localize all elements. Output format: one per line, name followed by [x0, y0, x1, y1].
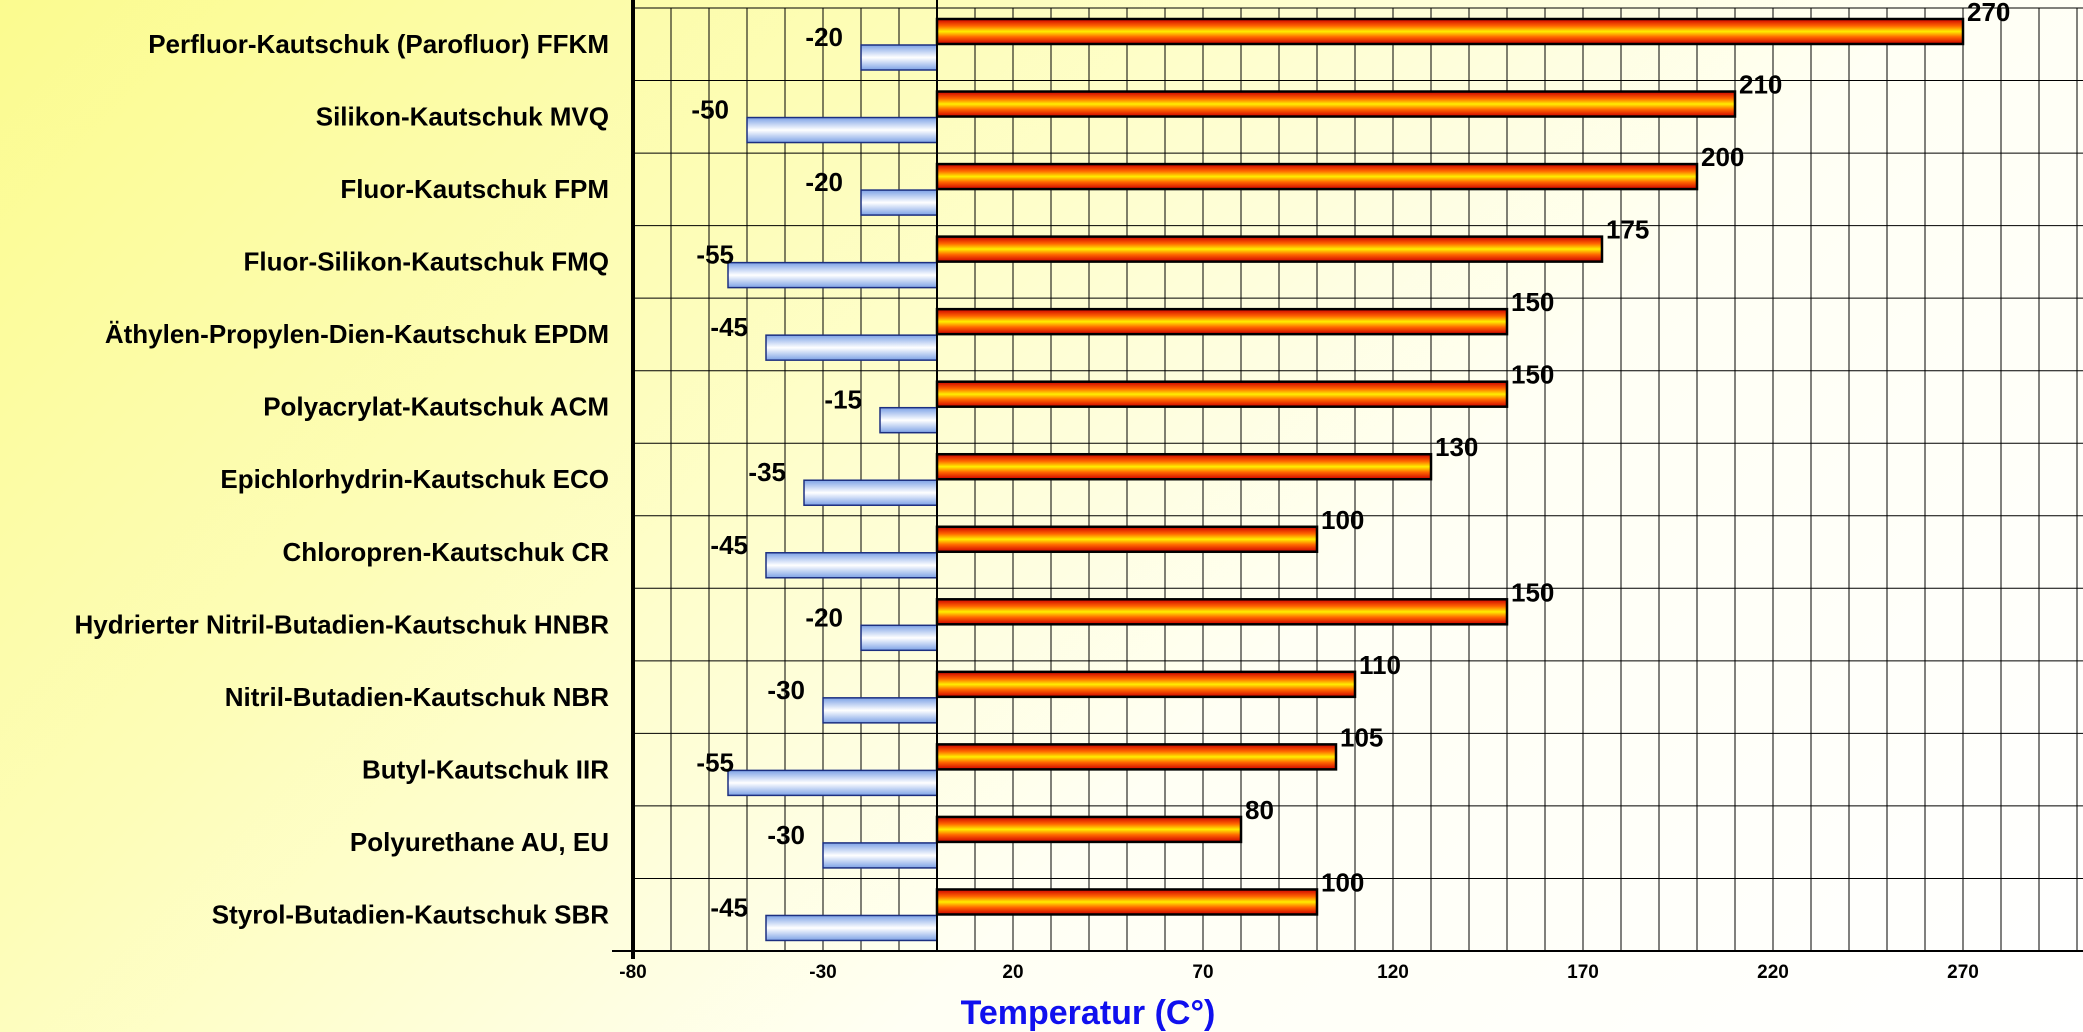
bar-max-temperature	[935, 670, 1357, 699]
bar-min-temperature	[879, 406, 938, 434]
axes	[612, 0, 2083, 959]
data-label-min: -55	[696, 747, 734, 777]
x-tick-label: 220	[1757, 962, 1789, 983]
data-label-max: 80	[1245, 795, 1274, 825]
bar-min-temperature	[765, 914, 938, 942]
category-label: Perfluor-Kautschuk (Parofluor) FFKM	[148, 29, 609, 59]
data-label-min: -30	[767, 820, 805, 850]
bar-min-temperature	[860, 189, 938, 216]
x-axis-title: Temperatur (C°)	[961, 994, 1216, 1032]
x-tick-label: 170	[1567, 962, 1599, 983]
category-label: Polyacrylat-Kautschuk ACM	[263, 392, 609, 422]
bar-min-temperature	[765, 552, 938, 579]
bar-min-temperature	[727, 261, 938, 289]
x-tick-label: 120	[1377, 962, 1409, 983]
bar-max-temperature	[935, 598, 1509, 626]
category-label: Chloropren-Kautschuk CR	[283, 537, 610, 567]
bar-min-temperature	[746, 116, 938, 144]
data-label-max: 100	[1321, 505, 1364, 535]
data-label-max: 110	[1359, 650, 1401, 680]
data-label-max: 210	[1739, 70, 1782, 100]
x-tick-label: 70	[1192, 962, 1213, 983]
bar-max-temperature	[935, 743, 1338, 771]
x-tick-label: -30	[809, 962, 836, 983]
bars	[727, 17, 1965, 942]
data-label-min: -55	[696, 240, 734, 270]
x-tick-label: -80	[619, 962, 646, 983]
category-label: Hydrierter Nitril-Butadien-Kautschuk HNB…	[74, 609, 609, 639]
bar-max-temperature	[935, 815, 1243, 844]
data-label-min: -45	[710, 530, 748, 560]
data-label-min: -35	[748, 457, 786, 487]
bar-max-temperature	[935, 452, 1433, 481]
bar-max-temperature	[935, 90, 1737, 118]
category-label: Butyl-Kautschuk IIR	[362, 754, 609, 784]
bar-min-temperature	[803, 479, 938, 506]
data-label-min: -20	[805, 602, 843, 632]
data-label-max: 200	[1701, 142, 1744, 172]
bar-min-temperature	[822, 842, 938, 869]
category-label: Silikon-Kautschuk MVQ	[316, 102, 609, 132]
x-tick-label: 20	[1002, 962, 1023, 983]
x-tick-label: 270	[1947, 962, 1979, 983]
data-label-max: 105	[1340, 722, 1383, 752]
data-label-max: 130	[1435, 432, 1478, 462]
data-label-min: -15	[824, 385, 862, 415]
data-label-max: 150	[1511, 577, 1554, 607]
data-label-min: -20	[805, 22, 843, 52]
bar-min-temperature	[765, 334, 938, 361]
data-label-min: -50	[691, 95, 729, 125]
bar-min-temperature	[727, 769, 938, 797]
labels: -80 -30 20 70 120 170 220 270 Perfluor-Kautschuk…	[74, 0, 2010, 983]
category-label: Nitril-Butadien-Kautschuk NBR	[225, 682, 609, 712]
bar-max-temperature	[935, 162, 1699, 191]
data-label-max: 150	[1511, 287, 1554, 317]
data-label-max: 175	[1606, 215, 1649, 245]
data-label-max: 150	[1511, 360, 1554, 390]
bar-max-temperature	[935, 307, 1509, 336]
bar-max-temperature	[935, 235, 1604, 263]
bar-min-temperature	[822, 697, 938, 724]
bar-max-temperature	[935, 888, 1319, 916]
category-label: Äthylen-Propylen-Dien-Kautschuk EPDM	[105, 319, 609, 349]
bar-max-temperature	[935, 525, 1319, 554]
category-label: Fluor-Kautschuk FPM	[340, 174, 609, 204]
data-label-min: -45	[710, 892, 748, 922]
bar-max-temperature	[935, 380, 1509, 408]
data-label-min: -20	[805, 167, 843, 197]
category-label: Fluor-Silikon-Kautschuk FMQ	[244, 247, 609, 277]
category-label: Epichlorhydrin-Kautschuk ECO	[220, 464, 609, 494]
bar-min-temperature	[860, 44, 938, 71]
bar-min-temperature	[860, 624, 938, 652]
data-label-max: 270	[1967, 0, 2010, 27]
data-label-min: -45	[710, 312, 748, 342]
data-label-max: 100	[1321, 867, 1364, 897]
bar-max-temperature	[935, 17, 1965, 46]
data-label-min: -30	[767, 675, 805, 705]
category-label: Styrol-Butadien-Kautschuk SBR	[212, 899, 609, 929]
category-label: Polyurethane AU, EU	[350, 827, 609, 857]
